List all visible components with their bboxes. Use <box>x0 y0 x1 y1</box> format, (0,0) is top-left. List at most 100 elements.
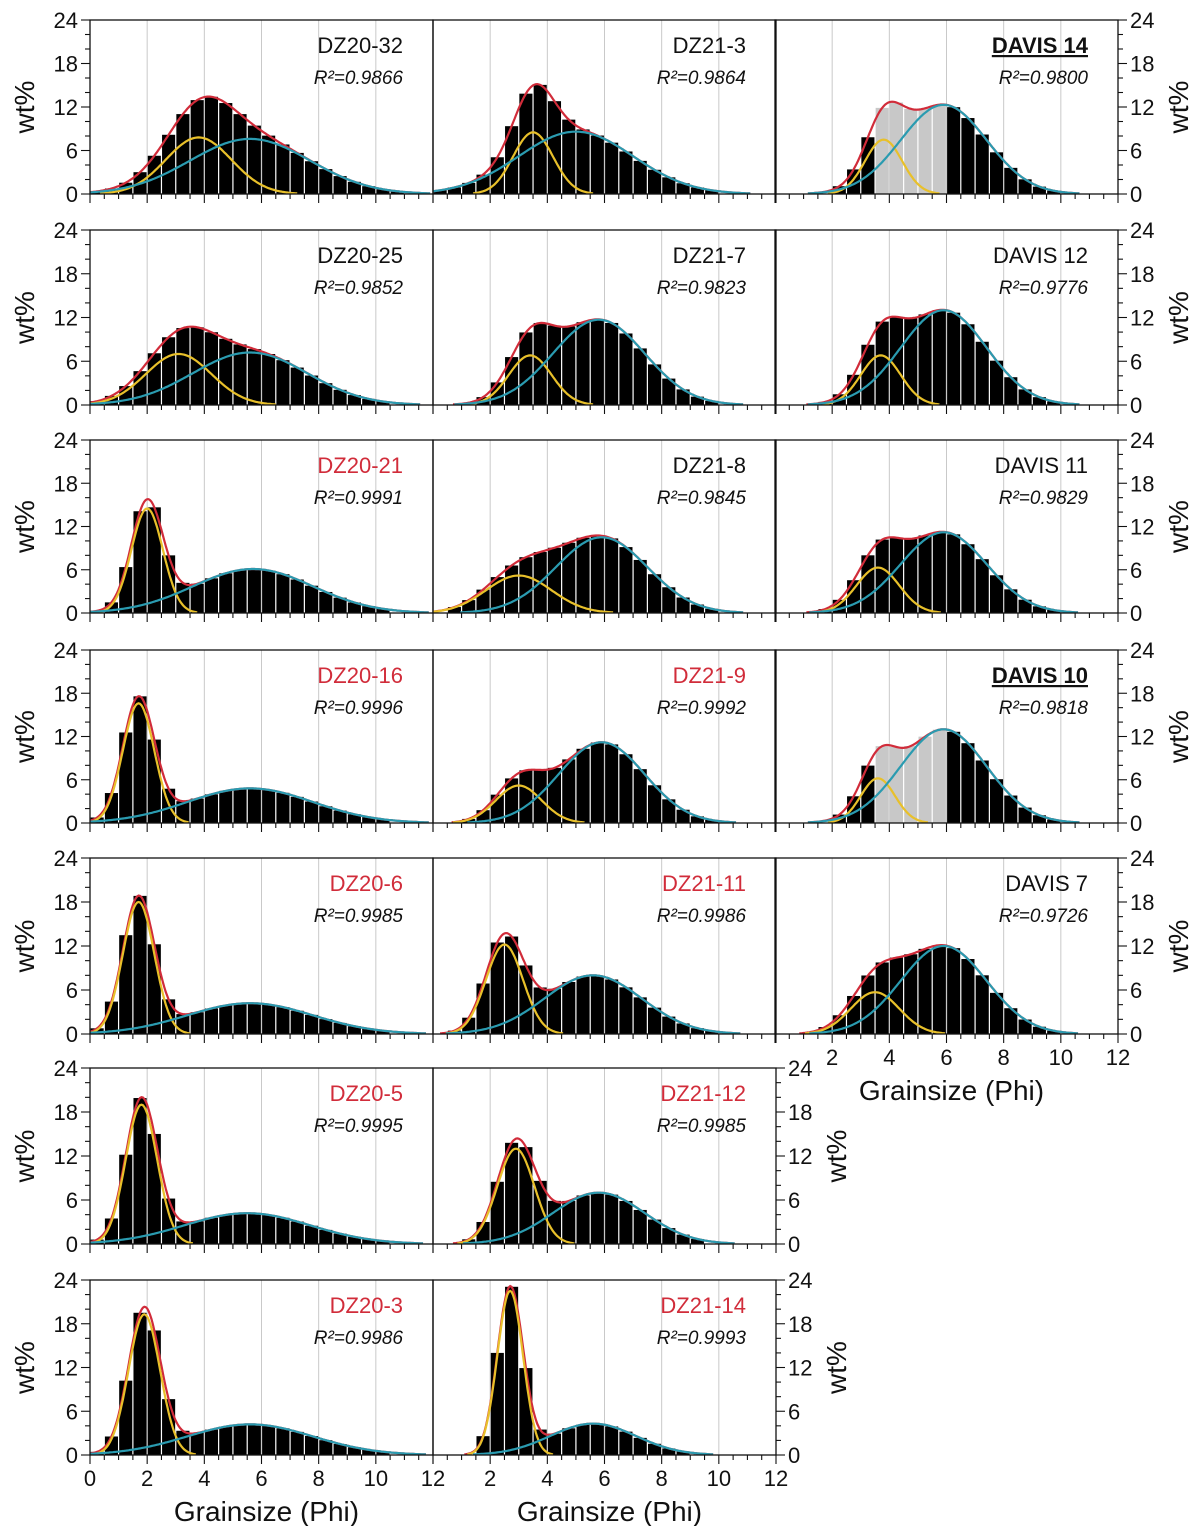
histogram-bar <box>347 181 361 194</box>
sample-label: DAVIS 12 <box>993 243 1088 268</box>
sample-label: DZ20-25 <box>317 243 403 268</box>
y-axis-label: wt% <box>9 1341 40 1395</box>
histogram-bar <box>590 1192 604 1244</box>
y-axis-label: wt% <box>821 1130 852 1184</box>
histogram-bar <box>576 537 590 613</box>
histogram-bar <box>975 760 989 823</box>
histogram-bar <box>362 1028 376 1034</box>
histogram-bar <box>333 1022 347 1034</box>
x-tick-label: 4 <box>541 1466 553 1491</box>
y-tick-label: 24 <box>788 1056 812 1081</box>
y-tick-label: 12 <box>788 1356 812 1381</box>
y-axis-label: wt% <box>9 1130 40 1184</box>
histogram-bar <box>690 1028 704 1034</box>
y-axis-left: 0 6 12 18 24 wt% <box>9 8 90 207</box>
histogram-bar <box>932 310 946 405</box>
y-tick-label: 6 <box>1130 768 1142 793</box>
r-squared-label: R²=0.9823 <box>657 278 747 299</box>
y-tick-label: 24 <box>54 428 78 453</box>
histogram-bar <box>519 332 533 405</box>
histogram-bar <box>304 375 319 405</box>
histogram-bar <box>1047 401 1061 405</box>
histogram-bar <box>233 1003 247 1034</box>
y-tick-label: 12 <box>1130 515 1154 540</box>
x-tick-label: 10 <box>364 1466 388 1491</box>
histogram-bar <box>333 597 347 613</box>
fit-coarse-curve <box>89 702 189 824</box>
y-tick-label: 6 <box>788 1399 800 1424</box>
histogram-bar <box>376 1451 390 1455</box>
histogram-bar <box>304 801 319 823</box>
histogram-bar <box>376 189 390 194</box>
panel-dz20-5: DZ20-5 R²=0.9995 <box>89 1067 434 1253</box>
histogram-bar <box>276 1007 290 1034</box>
histogram-bar <box>576 976 590 1034</box>
histogram-bar <box>918 108 932 194</box>
fit-coarse-curve <box>457 1147 575 1245</box>
histogram-bar <box>147 1133 161 1244</box>
histogram-bar <box>861 975 875 1034</box>
histogram-bar <box>647 364 662 405</box>
histogram-bar <box>932 945 946 1034</box>
histogram-bar <box>705 608 719 613</box>
histogram-bar <box>147 353 161 405</box>
histogram-bar <box>304 1014 319 1034</box>
histogram-bar <box>576 1195 590 1244</box>
histogram-bar <box>462 818 476 823</box>
histogram-bar <box>219 1426 233 1455</box>
y-tick-label: 0 <box>1130 601 1142 626</box>
histogram-bar <box>333 389 347 405</box>
r-squared-label: R²=0.9845 <box>657 488 747 509</box>
y-tick-label: 18 <box>1130 681 1154 706</box>
y-tick-label: 6 <box>1130 558 1142 583</box>
histogram-bar <box>619 1431 633 1455</box>
histogram-bar <box>547 1433 562 1455</box>
histogram-bar <box>647 785 662 823</box>
x-tick-label: 6 <box>940 1045 952 1070</box>
fit-coarse-curve <box>445 943 564 1035</box>
histogram-bar <box>204 1217 219 1244</box>
y-tick-label: 18 <box>1130 890 1154 915</box>
histogram-bar <box>119 1154 133 1244</box>
histogram-bar <box>219 1005 233 1034</box>
histogram-bar <box>519 770 533 823</box>
histogram-bar <box>605 538 619 613</box>
histogram-bar <box>605 979 619 1034</box>
histogram-bar <box>304 161 319 194</box>
panel-dz21-9: DZ21-9 R²=0.9992 <box>432 649 777 832</box>
y-tick-label: 12 <box>1130 306 1154 331</box>
y-tick-label: 12 <box>788 1144 812 1169</box>
histogram-bar <box>1004 1008 1018 1034</box>
histogram-bar <box>562 759 576 823</box>
histogram-bar <box>233 344 247 405</box>
histogram-bar <box>605 744 619 823</box>
histogram-bar <box>290 152 304 194</box>
y-axis-left: 0 6 12 18 24 wt% <box>9 428 90 626</box>
fit-coarse-curve <box>432 574 614 614</box>
histogram-bar <box>333 1233 347 1244</box>
y-axis-label: wt% <box>1163 920 1194 974</box>
histogram-bar <box>547 1200 562 1244</box>
y-tick-label: 0 <box>66 182 78 207</box>
x-tick-label: 4 <box>883 1045 895 1070</box>
sample-label: DAVIS 14 <box>992 33 1089 58</box>
histogram-bar <box>276 1428 290 1455</box>
y-axis-label: wt% <box>9 710 40 764</box>
histogram-bar <box>505 1142 519 1244</box>
y-axis-right: 0 6 12 18 24 wt% <box>1118 218 1194 418</box>
fit-fine-curve <box>462 1191 735 1245</box>
histogram-bar <box>262 570 276 613</box>
histogram-bar <box>262 1425 276 1455</box>
histogram-bar <box>619 333 633 405</box>
x-tick-label: 6 <box>598 1466 610 1491</box>
histogram-bar <box>861 765 875 823</box>
histogram-bar <box>219 790 233 823</box>
histogram-bar <box>562 1200 576 1244</box>
x-axis: 2 4 6 8 10 12 Grainsize (Phi) <box>484 1466 788 1526</box>
y-tick-label: 24 <box>54 638 78 663</box>
histogram-bar <box>605 142 619 194</box>
histogram-bar <box>490 577 504 613</box>
y-axis-right: 0 6 12 18 24 wt% <box>1118 846 1194 1047</box>
y-axis-right: 0 6 12 18 24 wt% <box>1118 638 1194 836</box>
fit-coarse-curve <box>92 1313 196 1456</box>
